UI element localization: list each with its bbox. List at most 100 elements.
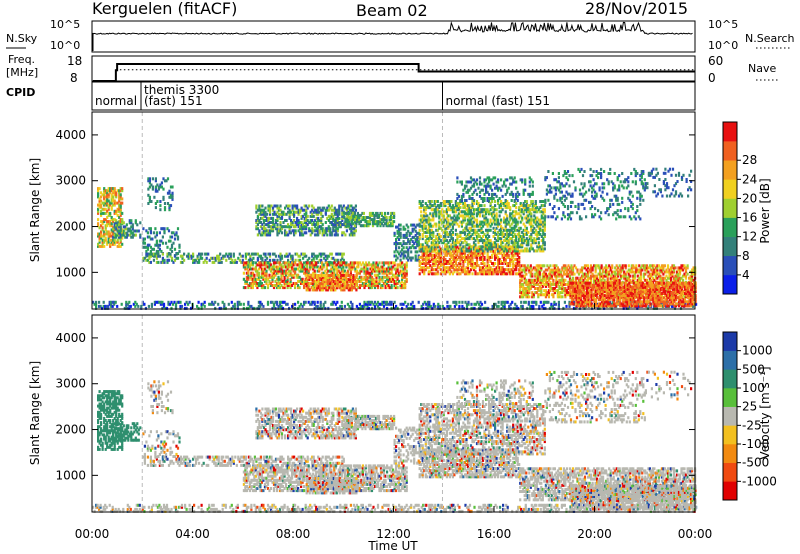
- power-cell: [543, 208, 546, 212]
- power-cell: [392, 273, 395, 277]
- power-cell: [319, 265, 322, 269]
- power-cell: [460, 268, 463, 272]
- power-cell: [269, 282, 273, 285]
- power-cell: [475, 272, 479, 276]
- power-cell: [308, 278, 311, 282]
- power-cell: [126, 306, 129, 310]
- power-cell: [407, 238, 410, 241]
- power-cell: [336, 223, 339, 227]
- power-cell: [259, 208, 262, 212]
- power-cell: [104, 232, 107, 236]
- power-cell: [360, 269, 363, 273]
- power-cell: [352, 216, 355, 219]
- power-cell: [480, 251, 483, 255]
- power-cell: [308, 256, 311, 260]
- power-cell: [350, 229, 353, 233]
- power-cell: [338, 286, 341, 290]
- power-cell: [361, 282, 364, 285]
- power-cell: [348, 233, 351, 237]
- power-cell: [491, 249, 494, 253]
- power-cell: [392, 265, 395, 269]
- power-cell: [418, 232, 421, 236]
- power-cell: [572, 300, 576, 304]
- power-cell: [423, 224, 426, 228]
- power-cell: [118, 203, 121, 207]
- power-cell: [390, 275, 393, 279]
- power-cell: [341, 280, 344, 284]
- power-cell: [416, 235, 419, 239]
- power-cell: [347, 206, 350, 210]
- power-cell: [373, 265, 377, 269]
- power-cell: [377, 220, 381, 224]
- power-cell: [529, 306, 532, 310]
- power-cell: [268, 265, 271, 269]
- power-cell: [531, 200, 534, 203]
- power-cell: [483, 204, 486, 208]
- nsky-tick-bottom-left: 10^0: [50, 39, 80, 52]
- power-cell: [338, 221, 341, 224]
- power-cell: [374, 213, 378, 217]
- power-cell: [462, 262, 465, 265]
- power-cell: [114, 300, 117, 304]
- power-cell: [460, 266, 463, 270]
- power-cell: [260, 271, 263, 275]
- power-cell: [454, 253, 457, 257]
- power-cell: [245, 277, 248, 281]
- power-cell: [391, 224, 394, 228]
- power-cell: [297, 279, 300, 283]
- power-cell: [312, 229, 315, 233]
- power-cell: [149, 245, 152, 249]
- power-cell: [247, 269, 250, 273]
- power-cell: [395, 258, 398, 262]
- power-cell: [270, 229, 273, 233]
- power-cell: [261, 227, 264, 231]
- power-cell: [162, 302, 166, 306]
- power-cell: [382, 282, 386, 285]
- power-cell: [401, 279, 404, 283]
- power-cell: [433, 272, 436, 276]
- power-cell: [404, 267, 407, 271]
- power-cell: [453, 300, 456, 304]
- power-cell: [478, 270, 482, 274]
- power-cell: [245, 282, 248, 285]
- power-cell: [492, 251, 495, 255]
- power-cell: [398, 238, 401, 241]
- power-cell: [390, 211, 393, 215]
- power-cell: [358, 261, 361, 265]
- power-cell: [424, 247, 427, 251]
- power-cell: [285, 279, 288, 283]
- power-cell: [98, 234, 101, 238]
- power-cell: [303, 286, 306, 290]
- power-cell: [518, 268, 521, 272]
- power-cell: [367, 220, 370, 224]
- power-cell: [197, 300, 200, 304]
- power-cell: [309, 210, 312, 214]
- power-cell: [173, 237, 177, 241]
- power-cell: [104, 189, 107, 193]
- power-cell: [448, 266, 451, 270]
- power-cell: [418, 228, 421, 232]
- power-cell: [459, 206, 462, 210]
- power-cell: [314, 288, 317, 292]
- power-cell: [444, 270, 447, 274]
- power-cell: [376, 211, 379, 215]
- power-cell: [445, 270, 448, 274]
- power-cell: [333, 261, 336, 265]
- power-cell: [109, 201, 112, 205]
- power-cell: [473, 302, 476, 306]
- power-cell: [442, 260, 445, 263]
- power-cell: [305, 219, 308, 222]
- power-cell: [527, 300, 530, 304]
- power-cell: [318, 306, 321, 310]
- power-cell: [118, 233, 121, 237]
- power-cell: [429, 251, 432, 255]
- power-cell: [382, 216, 385, 219]
- power-cell: [456, 245, 459, 249]
- power-cell: [384, 275, 387, 279]
- power-cell: [216, 254, 219, 258]
- power-cell: [233, 302, 236, 306]
- power-cell: [119, 220, 122, 224]
- power-cell: [472, 199, 476, 202]
- power-cell: [501, 272, 504, 276]
- power-cell: [271, 223, 275, 227]
